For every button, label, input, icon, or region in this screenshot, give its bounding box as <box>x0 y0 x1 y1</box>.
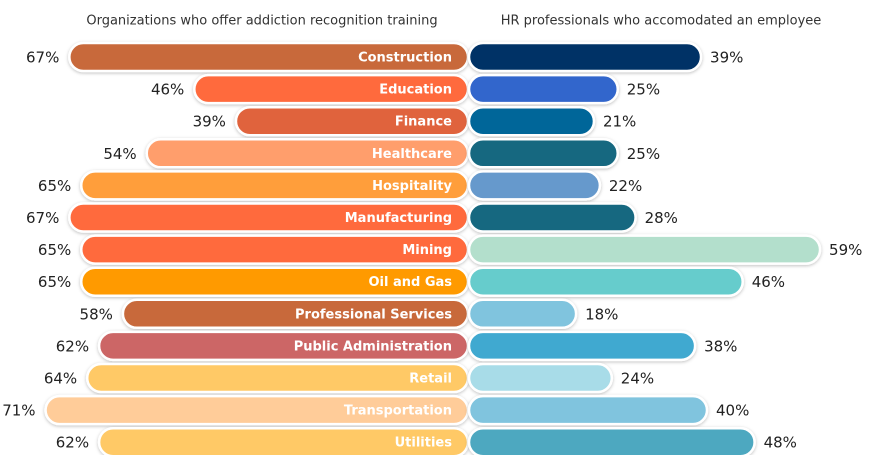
category-label: Finance <box>395 115 452 130</box>
value-label: 62% <box>56 337 89 355</box>
value-label: 65% <box>38 241 71 259</box>
value-label: 24% <box>621 370 654 388</box>
bar <box>467 170 602 201</box>
value-label: 54% <box>103 145 136 163</box>
bar <box>467 266 744 297</box>
category-label: Mining <box>402 243 452 258</box>
value-label: 28% <box>645 209 678 227</box>
value-label: 71% <box>2 402 35 420</box>
value-label: 46% <box>151 81 184 99</box>
left-heading: Organizations who offer addiction recogn… <box>86 14 437 29</box>
bar <box>467 73 619 105</box>
category-label: Construction <box>358 51 452 66</box>
value-label: 62% <box>56 434 89 452</box>
category-label: Utilities <box>395 436 453 451</box>
value-label: 59% <box>829 241 862 259</box>
bar <box>467 394 709 426</box>
value-label: 46% <box>752 273 785 291</box>
category-label: Retail <box>409 372 452 387</box>
value-label: 25% <box>627 81 660 99</box>
category-label: Healthcare <box>372 147 452 162</box>
value-label: 65% <box>38 273 71 291</box>
value-label: 67% <box>26 209 59 227</box>
value-label: 39% <box>710 49 743 67</box>
category-label: Oil and Gas <box>368 275 452 290</box>
value-label: 67% <box>26 49 59 67</box>
category-label: Public Administration <box>294 339 452 354</box>
bar <box>467 426 756 455</box>
category-label: Hospitality <box>372 179 452 194</box>
value-label: 22% <box>609 177 642 195</box>
bar <box>467 105 596 137</box>
value-label: 38% <box>704 337 737 355</box>
value-label: 48% <box>764 434 797 452</box>
bar <box>467 362 614 394</box>
bar <box>467 298 578 330</box>
value-label: 40% <box>716 402 749 420</box>
bar <box>467 234 822 265</box>
right-heading: HR professionals who accomodated an empl… <box>501 14 822 29</box>
bar <box>467 138 619 169</box>
bar <box>467 41 703 73</box>
value-label: 18% <box>585 305 618 323</box>
value-label: 64% <box>44 370 77 388</box>
bar <box>467 202 637 233</box>
category-label: Education <box>379 83 452 98</box>
value-label: 58% <box>80 305 113 323</box>
value-label: 39% <box>193 113 226 131</box>
bar <box>467 330 697 362</box>
value-label: 25% <box>627 145 660 163</box>
category-label: Professional Services <box>295 307 452 322</box>
value-label: 21% <box>603 113 636 131</box>
category-label: Transportation <box>344 404 452 419</box>
value-label: 65% <box>38 177 71 195</box>
category-label: Manufacturing <box>345 211 452 226</box>
